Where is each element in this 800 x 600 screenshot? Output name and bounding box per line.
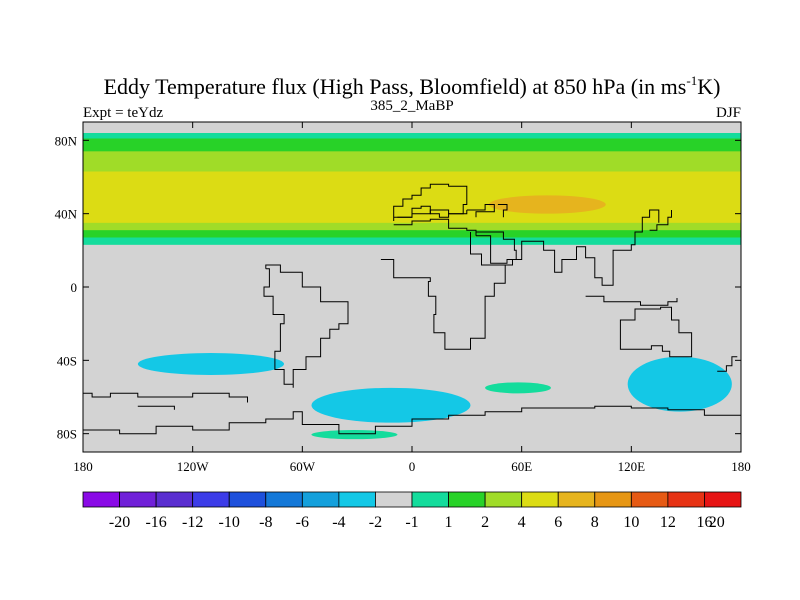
y-tick-label-3: 40S [57, 353, 77, 368]
colorbar-swatch-4 [228, 491, 267, 508]
x-tick-label-4: 60E [511, 459, 532, 474]
contour-region-5 [311, 387, 471, 423]
colorbar-label-7: -2 [369, 514, 382, 531]
coastline-hudson-notch [466, 204, 495, 218]
colorbar-swatch-11 [484, 491, 523, 508]
colorbar-swatch-17 [704, 491, 742, 508]
colorbar-label-6: -4 [332, 514, 345, 531]
colorbar-label-8: -1 [405, 514, 418, 531]
colorbar-swatch-1 [119, 491, 157, 508]
contour-region-6 [137, 353, 285, 375]
coastline-asia [494, 209, 660, 286]
colorbar-swatch-13 [557, 491, 596, 508]
subtitle-center: 385_2_MaBP [370, 98, 453, 114]
contour-region-7 [627, 356, 732, 412]
colorbar-label-11: 4 [518, 514, 526, 531]
colorbar-label-10: 2 [481, 514, 489, 531]
colorbar-label-16: 16 [696, 514, 712, 531]
coastline-southeast-asia [585, 295, 678, 306]
x-tick-label-0: 180 [73, 459, 93, 474]
colorbar-label-14: 10 [623, 514, 639, 531]
y-tick-label-1: 40N [55, 207, 78, 222]
contour-region-8 [485, 382, 551, 394]
axes-layer: 180 120W 60W 0 60E 120E 180 80N 40N 0 40S 80S [55, 122, 751, 474]
y-tick-label-4: 80S [57, 427, 77, 442]
colorbar-label-3: -10 [219, 514, 240, 531]
chart-title-superscript: -1 [686, 73, 697, 88]
colorbar-swatch-14 [594, 491, 632, 508]
coastline-north-america-west [83, 392, 248, 403]
colorbar-swatch-12 [521, 491, 559, 508]
coastline-new-zealand [717, 356, 738, 372]
colorbar-label-15: 12 [660, 514, 676, 531]
y-tick-label-2: 0 [71, 280, 78, 295]
y-tick-label-0: 80N [55, 133, 78, 148]
colorbar-label-17: 20 [709, 514, 725, 531]
contour-region-4 [488, 195, 606, 214]
chart-title-tail: K) [697, 74, 720, 99]
coastline-antarctica [83, 405, 741, 435]
colorbar-label-9: 1 [445, 514, 453, 531]
coastline-caspian [497, 204, 508, 218]
coastline-europe [393, 183, 468, 221]
x-tick-label-6: 180 [731, 459, 751, 474]
colorbar-label-4: -8 [259, 514, 272, 531]
coastline-layer [83, 183, 741, 435]
coastline-japan [649, 210, 672, 231]
colorbar-swatch-3 [192, 491, 230, 508]
colorbar-label-5: -6 [296, 514, 309, 531]
colorbar-swatch-6 [301, 491, 340, 508]
colorbar-swatch-15 [630, 491, 669, 508]
coastline-mediterranean-box [397, 209, 468, 218]
subtitle-right: DJF [716, 105, 741, 121]
coastline-australia [619, 306, 693, 358]
x-tick-label-3: 0 [409, 459, 416, 474]
coastline-south-america [263, 264, 349, 388]
colorbar-swatch-7 [338, 491, 376, 508]
coastline-arabian-peninsula [475, 231, 517, 264]
colorbar-swatch-9 [411, 491, 449, 508]
colorbar-label-13: 8 [591, 514, 599, 531]
coastline-north-africa-coast [393, 218, 477, 232]
chart-title-main: Eddy Temperature flux (High Pass, Bloomf… [104, 74, 687, 99]
chart-title: Eddy Temperature flux (High Pass, Bloomf… [104, 73, 721, 99]
colorbar-swatch-8 [375, 491, 413, 508]
contour-region-9 [311, 430, 398, 440]
colorbar-swatch-16 [667, 491, 705, 508]
colorbar-swatch-5 [265, 491, 303, 508]
x-tick-label-1: 120W [177, 459, 210, 474]
x-tick-label-2: 60W [290, 459, 316, 474]
colorbar-label-0: -20 [109, 514, 130, 531]
colorbar-label-12: 6 [554, 514, 562, 531]
subtitle-left: Expt = teYdz [83, 105, 163, 121]
colorbar-swatch-2 [155, 491, 194, 508]
colorbar-label-1: -16 [145, 514, 166, 531]
colorbar-label-2: -12 [182, 514, 203, 531]
colorbar-swatch-0 [82, 491, 120, 508]
x-tick-label-5: 120E [618, 459, 646, 474]
coastline-southern-islands [137, 405, 175, 410]
colorbar-swatch-10 [448, 491, 486, 508]
